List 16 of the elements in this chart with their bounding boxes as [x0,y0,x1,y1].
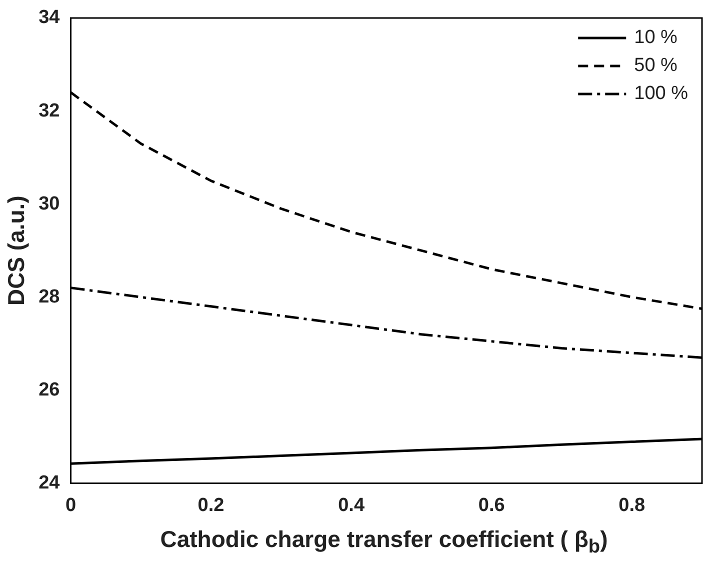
legend-label: 10 % [634,27,678,48]
y-tick-label: 34 [38,7,60,28]
x-tick-label: 0.2 [198,494,224,516]
x-tick-label: 0 [65,494,76,516]
x-axis-title: Cathodic charge transfer coefficient ( β$_{b}$) [159,526,609,559]
y-axis-title: DCS (a.u.) [3,196,30,306]
y-tick-label: 28 [38,286,60,308]
x-tick-label: 0.6 [478,494,505,516]
y-tick-label: 26 [38,379,60,400]
legend-label: 100 % [634,83,688,104]
legend-label: 50 % [634,55,678,76]
x-tick-label: 0.8 [618,494,646,516]
y-tick-label: 30 [38,193,60,214]
x-tick-label: 0.4 [338,494,365,516]
y-tick-label: 32 [38,100,60,122]
y-tick-label: 24 [38,472,60,494]
